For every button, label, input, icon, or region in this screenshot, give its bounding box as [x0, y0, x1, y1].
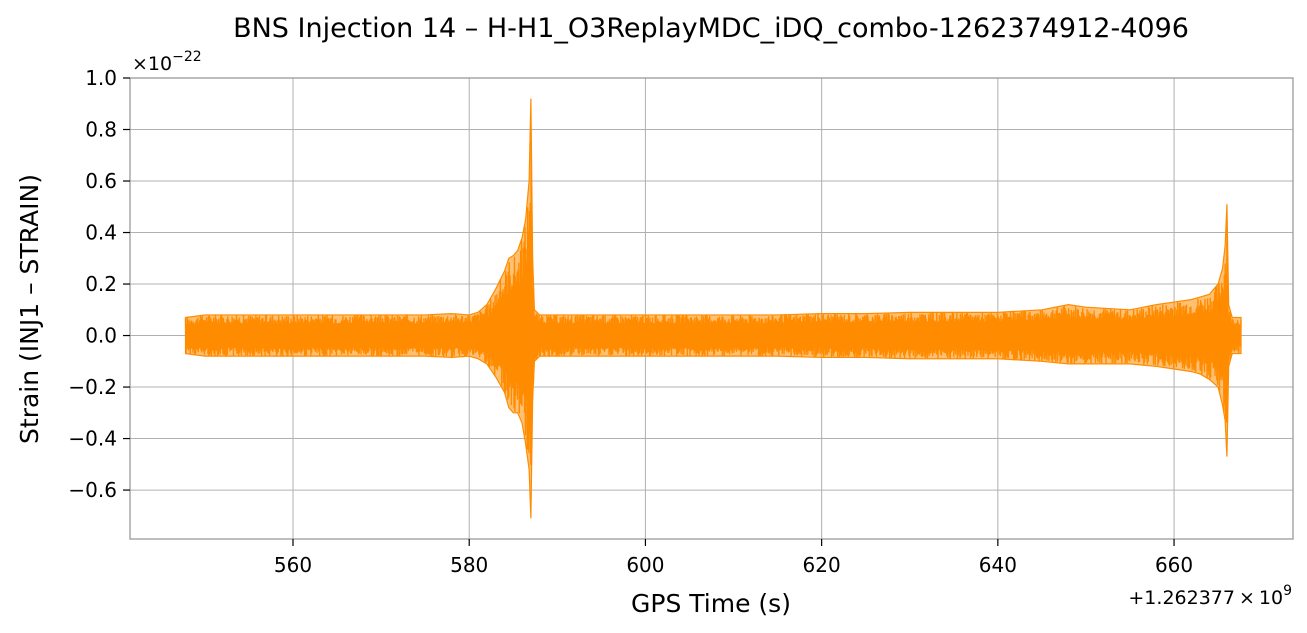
- y-tick-label: 0.0: [85, 324, 117, 348]
- chart-title: BNS Injection 14 – H-H1_O3ReplayMDC_iDQ_…: [233, 13, 1189, 44]
- x-tick-layer: 560 580 600 620 640 660: [274, 539, 1193, 577]
- x-tick-label: 640: [979, 553, 1017, 577]
- y-tick-label: 0.2: [85, 272, 117, 296]
- y-tick-label: −0.6: [68, 478, 117, 502]
- x-tick-label: 580: [450, 553, 488, 577]
- x-tick-label: 600: [626, 553, 664, 577]
- y-tick-label: 0.4: [85, 221, 117, 245]
- y-tick-label: −0.2: [68, 375, 117, 399]
- plot-frame: [129, 77, 1294, 540]
- y-tick-layer: −0.6 −0.4 −0.2 0.0 0.2 0.4 0.6 0.8 1.0: [68, 66, 130, 502]
- x-tick-label: 660: [1155, 553, 1193, 577]
- y-tick-label: −0.4: [68, 427, 117, 451]
- y-axis-label: Strain (INJ1 – STRAIN): [15, 174, 44, 444]
- series-layer: [184, 98, 1242, 519]
- x-tick-label: 620: [803, 553, 841, 577]
- y-tick-label: 0.8: [85, 118, 117, 142]
- x-offset-label: +1.262377 × 109: [1128, 583, 1292, 609]
- y-tick-label: 0.6: [85, 169, 117, 193]
- grid: [130, 77, 1293, 539]
- x-axis-label: GPS Time (s): [631, 589, 791, 618]
- x-tick-label: 560: [274, 553, 312, 577]
- y-tick-label: 1.0: [85, 66, 117, 90]
- strain-line: [184, 141, 1242, 465]
- strain-envelope: [184, 98, 1242, 519]
- y-scale-label: ×10−22: [132, 49, 202, 75]
